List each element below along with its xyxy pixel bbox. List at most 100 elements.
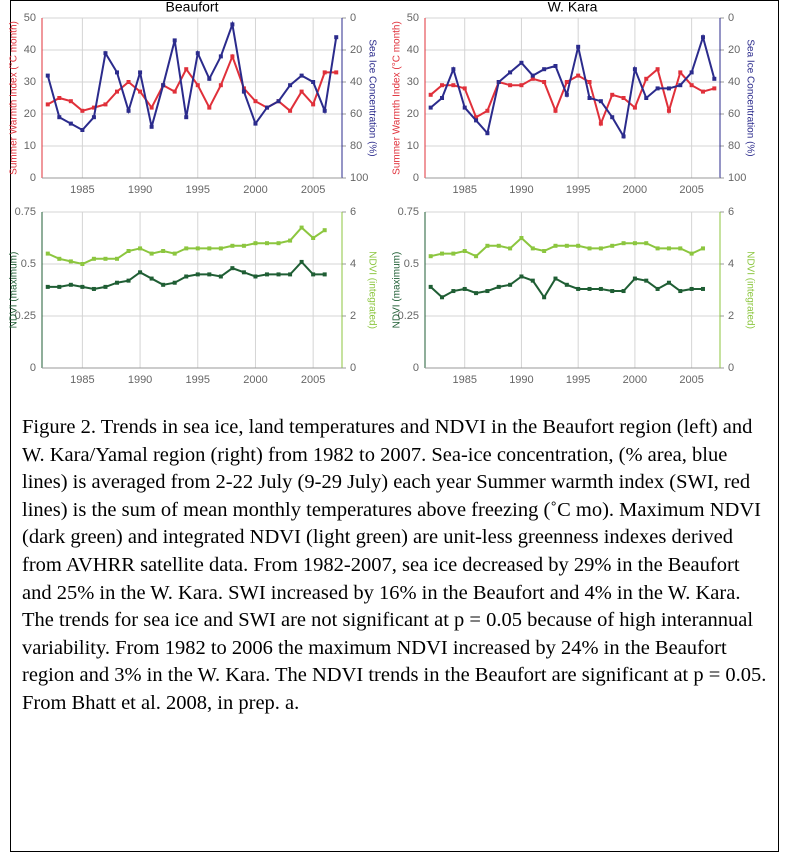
y-tick-label: 0.25: [398, 310, 419, 322]
point: [440, 96, 445, 100]
point: [184, 67, 189, 72]
point: [621, 96, 626, 100]
y2-tick-label: 0: [350, 362, 356, 374]
y2-tick-label: 60: [350, 108, 362, 120]
point: [700, 35, 705, 40]
point: [553, 243, 558, 248]
point: [68, 259, 73, 264]
x-tick-label: 2005: [679, 374, 703, 386]
point: [149, 105, 154, 110]
point: [149, 276, 154, 281]
point: [149, 251, 154, 256]
y2-tick-label: 4: [728, 258, 734, 270]
point: [553, 64, 558, 68]
point: [451, 251, 456, 256]
point: [542, 249, 547, 253]
series-line: [47, 226, 326, 266]
y2-tick-label: 80: [728, 140, 740, 152]
point: [265, 272, 269, 277]
point: [678, 83, 683, 88]
point: [610, 289, 615, 294]
point: [598, 121, 603, 126]
point: [610, 92, 615, 97]
y2-tick-label: 100: [350, 172, 368, 184]
x-tick-label: 1995: [186, 184, 210, 196]
point: [440, 83, 445, 88]
point: [115, 280, 119, 285]
x-tick-label: 1990: [128, 184, 152, 196]
point: [587, 286, 592, 291]
point: [485, 131, 490, 136]
y2-tick-label: 0: [350, 12, 356, 24]
point: [253, 241, 258, 246]
point: [138, 270, 143, 275]
point: [666, 86, 671, 91]
y-tick-label: 30: [407, 76, 419, 88]
point: [564, 80, 569, 84]
point: [276, 241, 281, 246]
point: [115, 70, 119, 75]
point: [678, 246, 683, 251]
x-tick-label: 1995: [566, 374, 590, 386]
point: [610, 243, 615, 248]
y2-tick-label: 2: [728, 310, 734, 322]
point: [508, 246, 513, 251]
point: [587, 80, 592, 84]
point: [299, 89, 304, 94]
x-tick-label: 2000: [243, 184, 267, 196]
point: [161, 83, 166, 88]
point: [288, 272, 293, 277]
point: [508, 70, 513, 75]
point: [126, 278, 131, 283]
point: [207, 272, 212, 277]
x-tick-label: 1990: [128, 374, 152, 386]
point: [451, 67, 456, 72]
point: [68, 282, 73, 287]
y2-tick-label: 4: [350, 258, 356, 270]
y2-axis-label: Sea Ice Concentration (%): [366, 39, 377, 156]
point: [57, 284, 62, 289]
point: [230, 54, 235, 59]
y2-tick-label: 100: [728, 172, 746, 184]
point: [678, 70, 683, 75]
point: [103, 256, 108, 261]
y2-tick-label: 2: [350, 310, 356, 322]
point: [230, 22, 235, 27]
point: [666, 246, 671, 251]
point: [195, 246, 200, 251]
series-line: [430, 33, 716, 140]
point: [632, 276, 637, 281]
point: [138, 89, 143, 94]
point: [496, 80, 501, 84]
y-axis-label: NDVI (maximum): [9, 252, 20, 329]
point: [462, 286, 467, 291]
point: [299, 259, 304, 264]
x-tick-label: 2005: [679, 184, 703, 196]
point: [576, 44, 581, 49]
point: [519, 83, 524, 88]
y-tick-label: 10: [407, 140, 419, 152]
point: [161, 282, 166, 287]
y-tick-label: 50: [24, 12, 36, 24]
point: [587, 96, 592, 100]
point: [218, 54, 223, 59]
x-tick-label: 1995: [566, 184, 590, 196]
y-tick-label: 0: [413, 172, 419, 184]
point: [91, 115, 96, 120]
point: [530, 246, 535, 251]
point: [322, 70, 327, 75]
point: [103, 51, 108, 56]
point: [311, 272, 316, 277]
point: [91, 105, 96, 110]
point: [138, 70, 143, 75]
point: [241, 270, 246, 275]
point: [428, 284, 433, 289]
point: [519, 236, 524, 240]
point: [644, 278, 649, 283]
point: [161, 249, 166, 253]
point: [485, 289, 490, 294]
point: [241, 89, 246, 94]
point: [474, 254, 479, 259]
point: [712, 86, 717, 91]
